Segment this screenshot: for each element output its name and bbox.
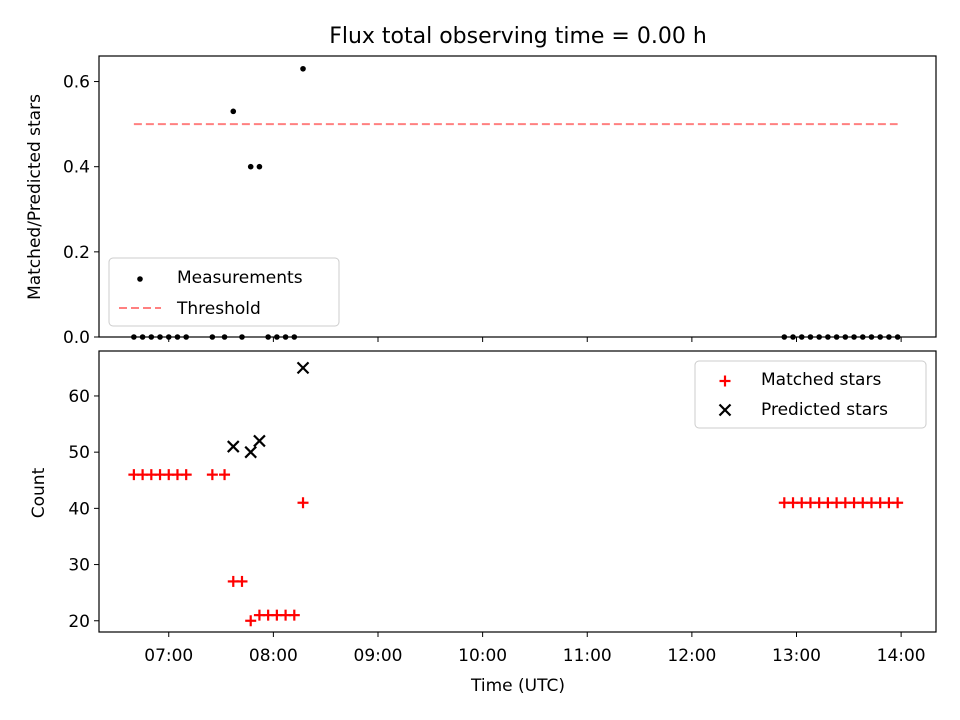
predicted-star-point [244, 445, 257, 459]
x-marker-b [253, 434, 266, 448]
measurement-point [816, 334, 822, 340]
measurement-point [183, 334, 189, 340]
measurement-point [300, 65, 306, 72]
bottom-axis-ticks: 20 30 40 50 60 07:00 08:00 09:00 10:00 11:00 12:00… [68, 387, 925, 666]
bottom-legend: Matched stars Predicted stars [694, 360, 927, 429]
legend-label-predicted: Predicted stars [761, 400, 888, 420]
top-legend: Measurements Threshold [108, 257, 340, 327]
x-tick-label: 07:00 [144, 646, 193, 666]
measurement-point [157, 334, 163, 340]
legend-label-matched: Matched stars [761, 370, 881, 390]
top-panel: 0.0 0.2 0.4 0.6 Matched/Predicted stars Mea… [25, 55, 937, 348]
measurement-point [239, 334, 245, 340]
legend-label-threshold: Threshold [176, 299, 261, 319]
predicted-star-point [253, 434, 266, 448]
bottom-panel: 20 30 40 50 60 07:00 08:00 09:00 10:00 11:00 12:00… [29, 350, 937, 696]
x-marker-b [226, 440, 240, 453]
predicted-star-point [296, 361, 310, 375]
measurement-point [230, 108, 237, 115]
measurement-point [282, 334, 289, 340]
top-y-tick-label: 0.2 [63, 243, 90, 263]
measurement-point [886, 334, 892, 340]
measurement-point [139, 334, 146, 340]
measurement-point [291, 334, 298, 340]
matched-star-point [288, 609, 300, 621]
top-axis-ticks: 0.0 0.2 0.4 0.6 [63, 73, 902, 348]
x-tick-label: 09:00 [354, 646, 403, 666]
x-marker-b [296, 361, 310, 375]
measurement-point [174, 334, 181, 340]
bottom-y-axis-label: Count [29, 467, 49, 518]
top-y-tick-label: 0.0 [63, 328, 90, 348]
matched-star-point [219, 469, 231, 481]
legend-predicted-marker [718, 403, 732, 417]
x-tick-label: 14:00 [877, 646, 926, 666]
x-tick-label: 10:00 [458, 646, 507, 666]
bottom-y-tick-label: 60 [68, 387, 90, 407]
measurement-point [790, 334, 796, 340]
x-tick-label: 12:00 [667, 646, 716, 666]
measurement-point [868, 334, 875, 340]
bottom-y-tick-label: 50 [68, 443, 90, 463]
bottom-data-marks [128, 361, 904, 627]
measurement-point [825, 334, 831, 340]
measurement-point [137, 276, 143, 282]
chart-title: Flux total observing time = 0.00 h [329, 24, 707, 49]
top-y-tick-label: 0.6 [63, 73, 90, 93]
bottom-y-tick-label: 40 [68, 499, 90, 519]
bottom-y-tick-label: 20 [68, 612, 90, 632]
measurement-point [209, 334, 216, 340]
measurement-point [221, 334, 228, 340]
measurement-point [165, 334, 172, 340]
matched-star-point [236, 575, 248, 587]
measurement-point [842, 334, 849, 340]
matched-star-point [180, 469, 192, 481]
matched-star-point [297, 497, 309, 509]
measurement-point [807, 334, 814, 340]
measurement-point [131, 334, 137, 340]
measurement-point [148, 334, 155, 340]
x-tick-label: 08:00 [249, 646, 298, 666]
measurement-point [894, 334, 901, 340]
top-y-axis-label: Matched/Predicted stars [25, 94, 45, 300]
x-marker-b [244, 445, 257, 459]
predicted-star-point [226, 440, 240, 453]
legend-label-measurements: Measurements [177, 268, 303, 288]
matched-star-point [245, 615, 257, 627]
x-tick-label: 13:00 [772, 646, 821, 666]
x-marker-b [718, 403, 732, 417]
measurement-point [833, 334, 840, 340]
matched-star-point [892, 497, 904, 509]
measurement-point [877, 334, 883, 340]
x-tick-label: 11:00 [563, 646, 612, 666]
x-axis-label: Time (UTC) [470, 676, 565, 696]
matched-star-point [206, 469, 218, 481]
measurement-point [256, 163, 263, 170]
top-data-marks [131, 65, 901, 340]
top-legend-box [108, 257, 340, 327]
bottom-legend-box [694, 360, 927, 429]
top-y-tick-label: 0.4 [63, 158, 90, 178]
measurement-point [781, 334, 788, 340]
measurement-point [798, 334, 805, 340]
measurement-point [274, 334, 280, 340]
legend-matched-marker [719, 375, 731, 387]
measurement-point [247, 163, 254, 170]
measurement-point [265, 334, 271, 340]
measurement-point [859, 334, 866, 340]
measurement-point [851, 334, 857, 340]
bottom-y-tick-label: 30 [68, 556, 90, 576]
